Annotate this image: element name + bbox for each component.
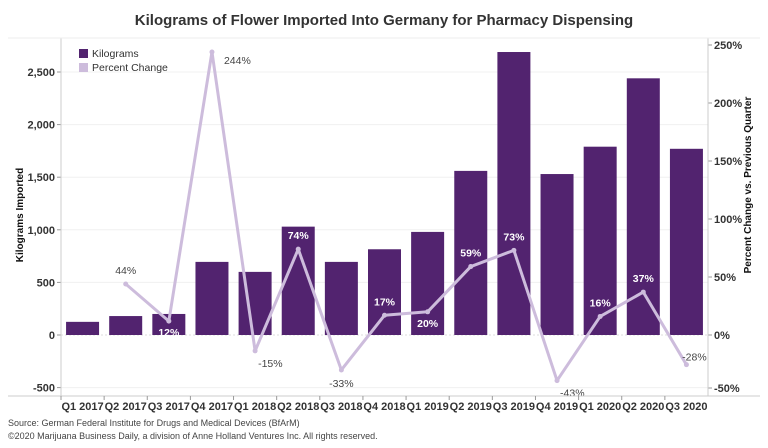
data-label: 20%: [417, 318, 439, 330]
bar: [411, 231, 445, 335]
x-tick-label: Q4 2019: [536, 401, 578, 413]
data-label: 244%: [224, 55, 251, 67]
data-label: -33%: [329, 378, 354, 390]
line-point: [166, 318, 172, 324]
bar: [669, 148, 703, 335]
x-tick-label: Q2 2018: [277, 401, 319, 413]
data-label: 17%: [374, 296, 396, 308]
y-tick-label-left: 0: [49, 330, 55, 342]
line-point: [123, 281, 129, 287]
data-label: 16%: [590, 297, 612, 309]
legend-swatch-percent-change: [79, 63, 88, 72]
y-tick-label-right: 100%: [714, 214, 742, 226]
x-tick-label: Q3 2017: [148, 401, 190, 413]
bar: [195, 261, 229, 335]
y-tick-label-right: 50%: [714, 272, 736, 284]
data-label: -43%: [560, 388, 585, 400]
legend-label-percent-change: Percent Change: [92, 62, 168, 74]
copyright-note: ©2020 Marijuana Business Daily, a divisi…: [8, 431, 378, 441]
y-tick-label-left: 2,500: [27, 67, 55, 79]
data-label: 12%: [158, 327, 180, 339]
x-tick-label: Q2 2019: [450, 401, 492, 413]
line-point: [425, 309, 431, 315]
data-label: 37%: [633, 273, 655, 285]
data-label: 73%: [503, 231, 525, 243]
bar: [66, 321, 100, 335]
y-tick-label-left: 1,000: [27, 225, 55, 237]
bar: [626, 78, 660, 335]
bar: [454, 170, 488, 335]
x-tick-label: Q3 2019: [493, 401, 535, 413]
y-tick-label-right: 250%: [714, 40, 742, 52]
x-tick-label: Q1 2020: [579, 401, 621, 413]
y-axis-label-left: Kilograms Imported: [15, 168, 26, 262]
bar: [540, 174, 574, 335]
bar: [109, 316, 143, 335]
x-tick-label: Q3 2018: [320, 401, 362, 413]
y-tick-label-left: 1,500: [27, 172, 55, 184]
data-label: 44%: [115, 265, 136, 277]
x-tick-label: Q1 2017: [61, 401, 103, 413]
legend: Kilograms Percent Change: [79, 48, 168, 74]
bar: [152, 313, 186, 335]
x-tick-label: Q1 2019: [407, 401, 449, 413]
x-tick-label: Q4 2018: [363, 401, 405, 413]
line-point: [252, 348, 258, 354]
percent-line: 44% 12% 244% -15% 74% -33% 17% 20% 59% 73% -43% 16%…: [115, 49, 707, 400]
y-tick-label-left: 500: [37, 277, 55, 289]
y-tick-label-right: -50%: [714, 383, 740, 395]
x-tick-label: Q4 2017: [191, 401, 233, 413]
chart: Kilograms of Flower Imported Into German…: [8, 12, 760, 413]
y-axis-label-right: Percent Change vs. Previous Quarter: [743, 97, 754, 274]
y-tick-label-left: -500: [33, 383, 55, 395]
line-point: [468, 264, 474, 270]
bars: [66, 52, 703, 336]
y-tick-label-right: 0%: [714, 330, 730, 342]
x-tick-label: Q2 2017: [105, 401, 147, 413]
line-point: [382, 312, 387, 318]
bar: [497, 52, 531, 336]
bar: [583, 146, 617, 335]
gridlines: [61, 71, 708, 389]
percent-change-line: [124, 50, 688, 383]
bar: [368, 249, 401, 335]
legend-label-kilograms: Kilograms: [92, 48, 139, 60]
line-point: [209, 49, 215, 55]
data-label: -15%: [258, 358, 283, 370]
line-point: [597, 313, 603, 319]
axes: -500 0 500 1,000 1,500 2,000 2,500 -50% 0% 50% 100…: [8, 37, 760, 413]
line-point: [640, 289, 646, 295]
y-tick-label-left: 2,000: [27, 120, 55, 132]
bar: [324, 261, 358, 335]
x-tick-label: Q1 2018: [234, 401, 276, 413]
legend-swatch-kilograms: [79, 49, 88, 58]
line-point: [511, 247, 517, 253]
data-label: -28%: [682, 352, 707, 364]
data-label: 59%: [460, 248, 482, 260]
x-tick-label: Q3 2020: [665, 401, 707, 413]
data-label: 74%: [288, 230, 310, 242]
y-tick-label-right: 200%: [714, 98, 742, 110]
line-point: [554, 378, 560, 384]
chart-title: Kilograms of Flower Imported Into German…: [135, 12, 633, 29]
line-point: [295, 246, 301, 252]
x-tick-label: Q2 2020: [622, 401, 664, 413]
line-point: [683, 362, 689, 368]
y-tick-label-right: 150%: [714, 156, 742, 168]
line-point: [338, 367, 344, 373]
source-note: Source: German Federal Institute for Dru…: [8, 418, 300, 428]
